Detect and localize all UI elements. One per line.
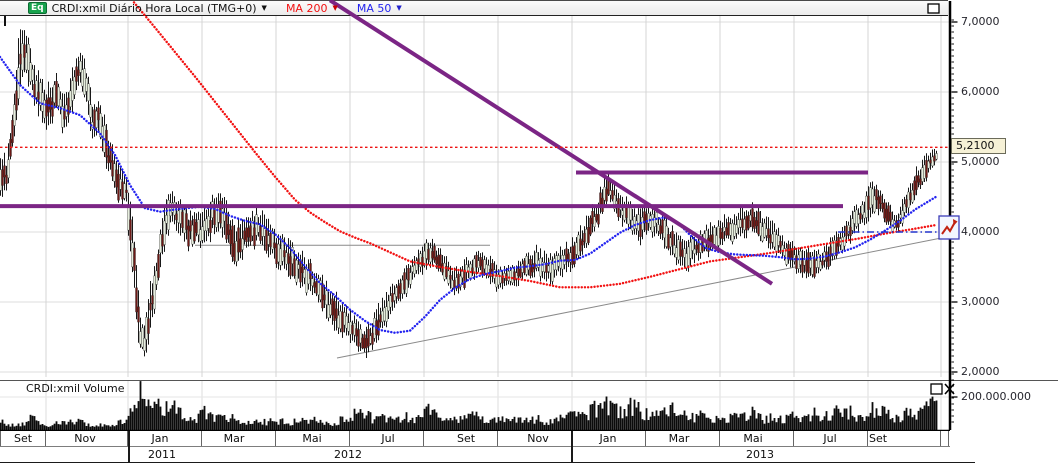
month-cell-separator: [948, 431, 949, 446]
candlesticks: [0, 29, 938, 358]
month-label: Mar: [668, 432, 690, 445]
year-separator: [571, 431, 573, 462]
month-axis-row: Set Nov Jan Mar Mai Jul Set Nov Jan Mar Mai Jul Set: [0, 431, 950, 447]
ma200-line: [132, 1, 938, 289]
close-volume-panel-icon[interactable]: [944, 383, 955, 395]
price-axis-label: 6,0000: [961, 84, 1000, 98]
ma200-label[interactable]: MA 200: [285, 1, 328, 15]
month-cell-separator: [127, 431, 128, 446]
equity-badge-icon: Eq: [28, 2, 47, 14]
month-cell-separator: [719, 431, 720, 446]
month-cell-separator: [423, 431, 424, 446]
price-axis-label: 5,0000: [961, 154, 1000, 168]
month-label: Set: [13, 432, 33, 445]
title-dropdown-icon[interactable]: ▼: [261, 3, 267, 12]
chart-title: CRDI:xmil Diário Hora Local (TMG+0): [51, 1, 257, 15]
month-label: Mai: [302, 432, 322, 445]
ma200-dropdown-icon[interactable]: ▼: [332, 3, 338, 12]
purple-descending-trendline[interactable]: [328, 0, 774, 286]
month-label: Mar: [223, 432, 245, 445]
month-cell-separator: [645, 431, 646, 446]
gray-ascending-trendline[interactable]: [336, 237, 941, 359]
year-axis-row: 2011 2012 2013: [0, 447, 950, 462]
month-cell-separator: [497, 431, 498, 446]
month-label: Nov: [74, 432, 96, 445]
month-cell-separator: [867, 431, 868, 446]
volume-bars: [0, 381, 938, 430]
trend-annotation-icon[interactable]: [938, 215, 960, 240]
price-chart[interactable]: [0, 0, 1058, 431]
title-bar-background: [0, 0, 948, 16]
month-label: Jul: [823, 432, 837, 445]
price-axis-label: 4,0000: [961, 224, 1000, 238]
volume-panel-label: CRDI:xmil Volume: [26, 382, 125, 395]
year-label: 2011: [148, 448, 176, 461]
month-cell-separator: [45, 431, 46, 446]
month-cell-separator: [0, 431, 1, 446]
month-cell-separator: [275, 431, 276, 446]
month-label: Set: [456, 432, 476, 445]
month-label: Jul: [381, 432, 395, 445]
month-label: Set: [868, 432, 888, 445]
ma50-dropdown-icon[interactable]: ▼: [396, 3, 402, 12]
year-label: 2012: [334, 448, 362, 461]
title-bar: Eq CRDI:xmil Diário Hora Local (TMG+0) ▼…: [0, 0, 948, 16]
ma50-line: [0, 55, 940, 335]
month-label: Nov: [527, 432, 549, 445]
maximize-main-panel-icon[interactable]: [927, 3, 940, 14]
price-axis-label: 2,0000: [961, 364, 1000, 378]
price-axis-label: 3,0000: [961, 294, 1000, 308]
ma50-label[interactable]: MA 50: [356, 1, 392, 15]
volume-axis-label: 200.000.000: [961, 390, 1031, 403]
year-separator: [128, 431, 130, 462]
month-cell-separator: [793, 431, 794, 446]
month-cell-separator: [940, 431, 941, 446]
maximize-volume-panel-icon[interactable]: [930, 383, 943, 395]
last-price-tag: 5,2100: [951, 138, 1006, 154]
month-cell-separator: [349, 431, 350, 446]
price-axis-label: 7,0000: [961, 14, 1000, 28]
month-label: Mai: [743, 432, 763, 445]
month-label: Jan: [151, 432, 169, 445]
month-label: Jan: [599, 432, 617, 445]
year-label: 2013: [746, 448, 774, 461]
month-cell-separator: [201, 431, 202, 446]
